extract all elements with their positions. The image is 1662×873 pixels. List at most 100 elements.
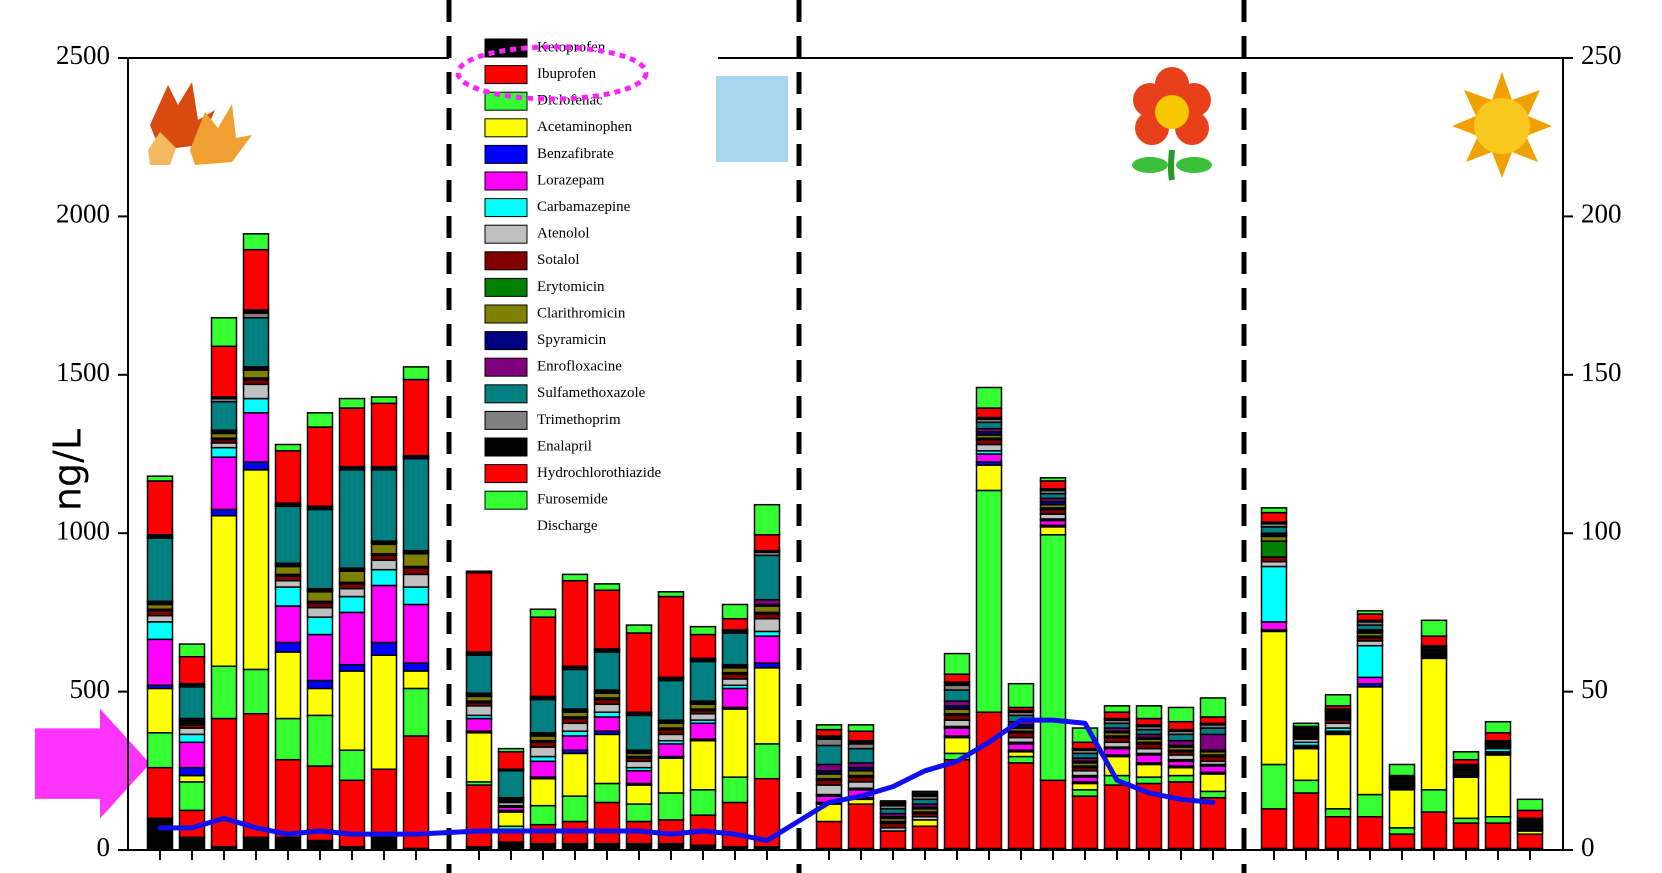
bar-segment <box>561 795 589 823</box>
bar-segment <box>689 660 717 702</box>
bar-segment <box>210 508 238 517</box>
bar-segment <box>370 641 398 656</box>
bar-segment <box>210 665 238 720</box>
bar-segment <box>306 426 334 508</box>
legend-label: Spyramicin <box>537 332 607 348</box>
bar-segment <box>178 733 206 744</box>
bar-segment <box>497 811 525 827</box>
bar-segment <box>1484 720 1512 734</box>
legend-label: Trimethoprim <box>537 412 621 428</box>
bar-segment <box>529 804 557 826</box>
bar-segment <box>242 369 270 379</box>
bar-segment <box>1452 822 1480 850</box>
bar-segment <box>274 758 302 839</box>
bar-segment <box>721 678 749 687</box>
bar-segment <box>465 654 493 694</box>
bar-segment <box>1452 751 1480 761</box>
bar-segment <box>1199 727 1227 736</box>
bar-segment <box>210 345 238 398</box>
bar-segment <box>815 784 843 796</box>
bar-segment <box>593 589 621 650</box>
bar-segment <box>146 766 174 820</box>
legend-swatch <box>484 490 528 510</box>
bar-segment <box>1103 705 1131 713</box>
bar-segment <box>753 554 781 601</box>
bar-segment <box>911 825 939 850</box>
bar-segment <box>1452 776 1480 820</box>
bar-segment <box>975 386 1003 409</box>
bar-segment <box>1516 833 1544 850</box>
bar-segment <box>1135 705 1163 720</box>
bar-segment <box>593 716 621 732</box>
bar-segment <box>1292 792 1320 850</box>
bar-segment <box>178 643 206 658</box>
legend-label: Discharge <box>537 518 598 534</box>
bar-segment <box>1199 796 1227 850</box>
bar-segment <box>689 713 717 721</box>
bar-segment <box>1292 747 1320 782</box>
legend-swatch <box>484 65 528 85</box>
bar-segment <box>274 586 302 607</box>
arrow-marker <box>35 708 150 819</box>
bar-segment <box>242 469 270 671</box>
bar-segment <box>370 469 398 542</box>
bar-segment <box>178 836 206 851</box>
bar-segment <box>465 572 493 653</box>
bar-segment <box>178 766 206 777</box>
bar-segment <box>306 412 334 428</box>
bar-segment <box>1007 682 1035 709</box>
legend-label: Erytomicin <box>537 279 605 295</box>
bar-segment <box>1007 743 1035 751</box>
legend-swatch <box>484 118 528 138</box>
legend-label: Carbamazepine <box>537 199 631 215</box>
bar-segment <box>306 765 334 842</box>
bar-segment <box>753 667 781 745</box>
bar-segment <box>529 746 557 758</box>
bar-segment <box>561 722 589 732</box>
bar-segment <box>815 724 843 731</box>
bar-segment <box>146 732 174 769</box>
bar-segment <box>561 842 589 851</box>
axes: 0 500 1000 1500 2000 2500 0 50 100 150 200 250 <box>56 0 1622 873</box>
bar-segment <box>753 503 781 536</box>
bar-segment <box>1167 781 1195 850</box>
bar-segment <box>338 570 366 584</box>
bar-segment <box>1356 610 1384 615</box>
bar-segment <box>1135 754 1163 764</box>
bar-segment <box>1071 789 1099 797</box>
bar-segment <box>529 777 557 807</box>
legend-label: Atenolol <box>537 226 590 242</box>
bar-segment <box>721 776 749 804</box>
y-tick-label: 0 <box>97 832 111 862</box>
bar-segment <box>1071 795 1099 850</box>
bar-segment <box>242 836 270 851</box>
bar-segment <box>242 412 270 463</box>
bar-segment <box>178 781 206 812</box>
bar-segment <box>465 705 493 717</box>
bar-segment <box>1007 755 1035 764</box>
bar-segment <box>1260 565 1288 623</box>
legend-label: Lorazepam <box>537 172 605 188</box>
bar-segment <box>815 763 843 772</box>
bar-segment <box>1103 747 1131 756</box>
bar-segment <box>1324 733 1352 810</box>
bar-segment <box>146 638 174 687</box>
bar-segment <box>911 819 939 827</box>
legend-label: Enrofloxacine <box>537 359 622 375</box>
bar-segment <box>274 836 302 851</box>
bar-segment <box>370 568 398 587</box>
bar-segment <box>370 559 398 571</box>
bar-segment <box>721 603 749 620</box>
bar-segment <box>242 248 270 311</box>
bar-segment <box>402 366 430 381</box>
bar-segment <box>1420 619 1448 637</box>
bar-segment <box>1324 694 1352 707</box>
bar-segment <box>242 397 270 414</box>
bar-segment <box>242 383 270 400</box>
bar-segment <box>879 800 907 804</box>
bar-segment <box>274 443 302 452</box>
bar-segment <box>561 573 589 582</box>
bar-segment <box>338 397 366 409</box>
bar-segment <box>593 733 621 785</box>
